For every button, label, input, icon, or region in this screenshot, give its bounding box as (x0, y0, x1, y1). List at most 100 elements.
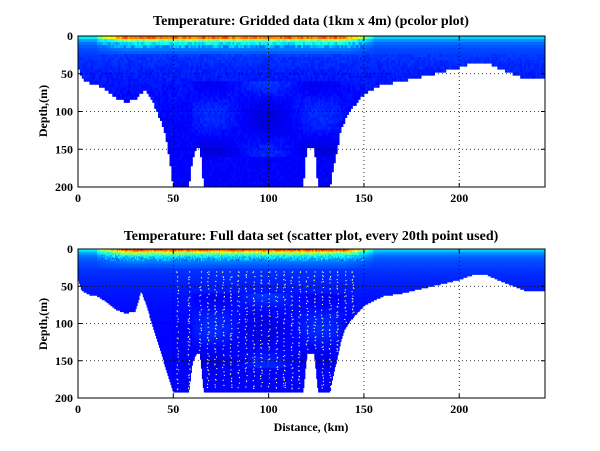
pcolor-cell (281, 123, 285, 127)
pcolor-cell (255, 162, 258, 167)
pcolor-cell (323, 180, 327, 185)
pcolor-cell (190, 54, 193, 58)
pcolor-cell (266, 135, 270, 140)
pcolor-cell (264, 153, 268, 158)
pcolor-cell (83, 45, 87, 49)
pcolor-cell (211, 36, 214, 40)
pcolor-cell (85, 54, 88, 58)
pcolor-cell (238, 135, 241, 140)
pcolor-cell (203, 87, 207, 91)
pcolor-cell (81, 57, 85, 61)
pcolor-cell (241, 156, 245, 161)
pcolor-cell (302, 81, 306, 85)
pcolor-cell (234, 36, 237, 40)
pcolor-cell (213, 96, 216, 100)
pcolor-cell (220, 57, 224, 61)
pcolor-cell (327, 96, 331, 100)
pcolor-cell (260, 84, 264, 88)
pcolor-cell (93, 75, 96, 79)
pcolor-cell (188, 153, 191, 158)
pcolor-cell (304, 87, 308, 91)
pcolor-cell (287, 123, 290, 127)
pcolor-cell (312, 72, 315, 76)
pcolor-cell (327, 54, 331, 58)
pcolor-cell (287, 57, 290, 61)
pcolor-cell (152, 90, 155, 94)
pcolor-cell (316, 78, 319, 82)
pcolor-cell (308, 105, 311, 109)
pcolor-cell (222, 102, 226, 106)
pcolor-cell (299, 177, 302, 182)
pcolor-cell (192, 147, 195, 152)
pcolor-cell (293, 126, 296, 131)
pcolor-cell (179, 168, 182, 173)
pcolor-cell (188, 84, 191, 88)
pcolor-cell (180, 123, 184, 127)
pcolor-cell (211, 153, 214, 158)
pcolor-cell (291, 162, 294, 167)
pcolor-cell (226, 108, 229, 112)
pcolor-cell (150, 72, 153, 76)
pcolor-cell (205, 117, 209, 121)
pcolor-cell (281, 78, 285, 82)
pcolor-cell (127, 45, 130, 49)
pcolor-cell (167, 81, 170, 85)
pcolor-cell (266, 129, 270, 134)
pcolor-cell (194, 129, 197, 134)
pcolor-cell (106, 63, 109, 67)
pcolor-cell (196, 96, 199, 100)
pcolor-cell (213, 174, 216, 179)
pcolor-cell (253, 75, 256, 79)
pcolor-cell (280, 180, 283, 185)
pcolor-cell (320, 87, 323, 91)
pcolor-cell (211, 174, 214, 179)
pcolor-cell (321, 180, 325, 185)
pcolor-cell (314, 150, 317, 155)
pcolor-cell (175, 75, 178, 79)
pcolor-cell (316, 144, 319, 149)
pcolor-cell (264, 45, 268, 49)
pcolor-cell (272, 63, 275, 67)
pcolor-cell (320, 114, 323, 118)
pcolor-cell (262, 93, 266, 97)
pcolor-cell (203, 84, 207, 88)
pcolor-cell (236, 108, 239, 112)
pcolor-cell (89, 54, 92, 58)
pcolor-cell (205, 177, 209, 182)
pcolor-cell (327, 84, 331, 88)
pcolor-cell (318, 105, 321, 109)
pcolor-cell (276, 57, 279, 61)
pcolor-cell (108, 78, 111, 82)
pcolor-cell (314, 102, 317, 106)
pcolor-cell (186, 102, 189, 106)
pcolor-cell (207, 36, 210, 40)
pcolor-cell (207, 72, 210, 76)
pcolor-cell (251, 105, 254, 109)
pcolor-cell (121, 78, 125, 82)
pcolor-cell (182, 114, 186, 118)
pcolor-cell (85, 42, 88, 46)
pcolor-cell (163, 126, 167, 131)
pcolor-cell (135, 90, 138, 94)
pcolor-cell (283, 168, 287, 173)
pcolor-cell (283, 93, 287, 97)
pcolor-cell (241, 96, 245, 100)
pcolor-cell (148, 84, 151, 88)
pcolor-cell (150, 63, 153, 67)
pcolor-cell (142, 39, 146, 43)
pcolor-cell (255, 69, 258, 73)
pcolor-cell (211, 147, 214, 152)
pcolor-cell (226, 69, 229, 73)
pcolor-cell (213, 60, 216, 64)
pcolor-cell (219, 96, 222, 100)
pcolor-cell (302, 159, 306, 164)
pcolor-cell (224, 72, 228, 76)
pcolor-cell (238, 150, 241, 155)
pcolor-cell (222, 99, 226, 103)
pcolor-cell (238, 36, 241, 40)
pcolor-cell (205, 144, 209, 149)
pcolor-cell (158, 45, 161, 49)
pcolor-cell (163, 108, 167, 112)
pcolor-cell (100, 63, 104, 67)
pcolor-cell (131, 48, 134, 52)
